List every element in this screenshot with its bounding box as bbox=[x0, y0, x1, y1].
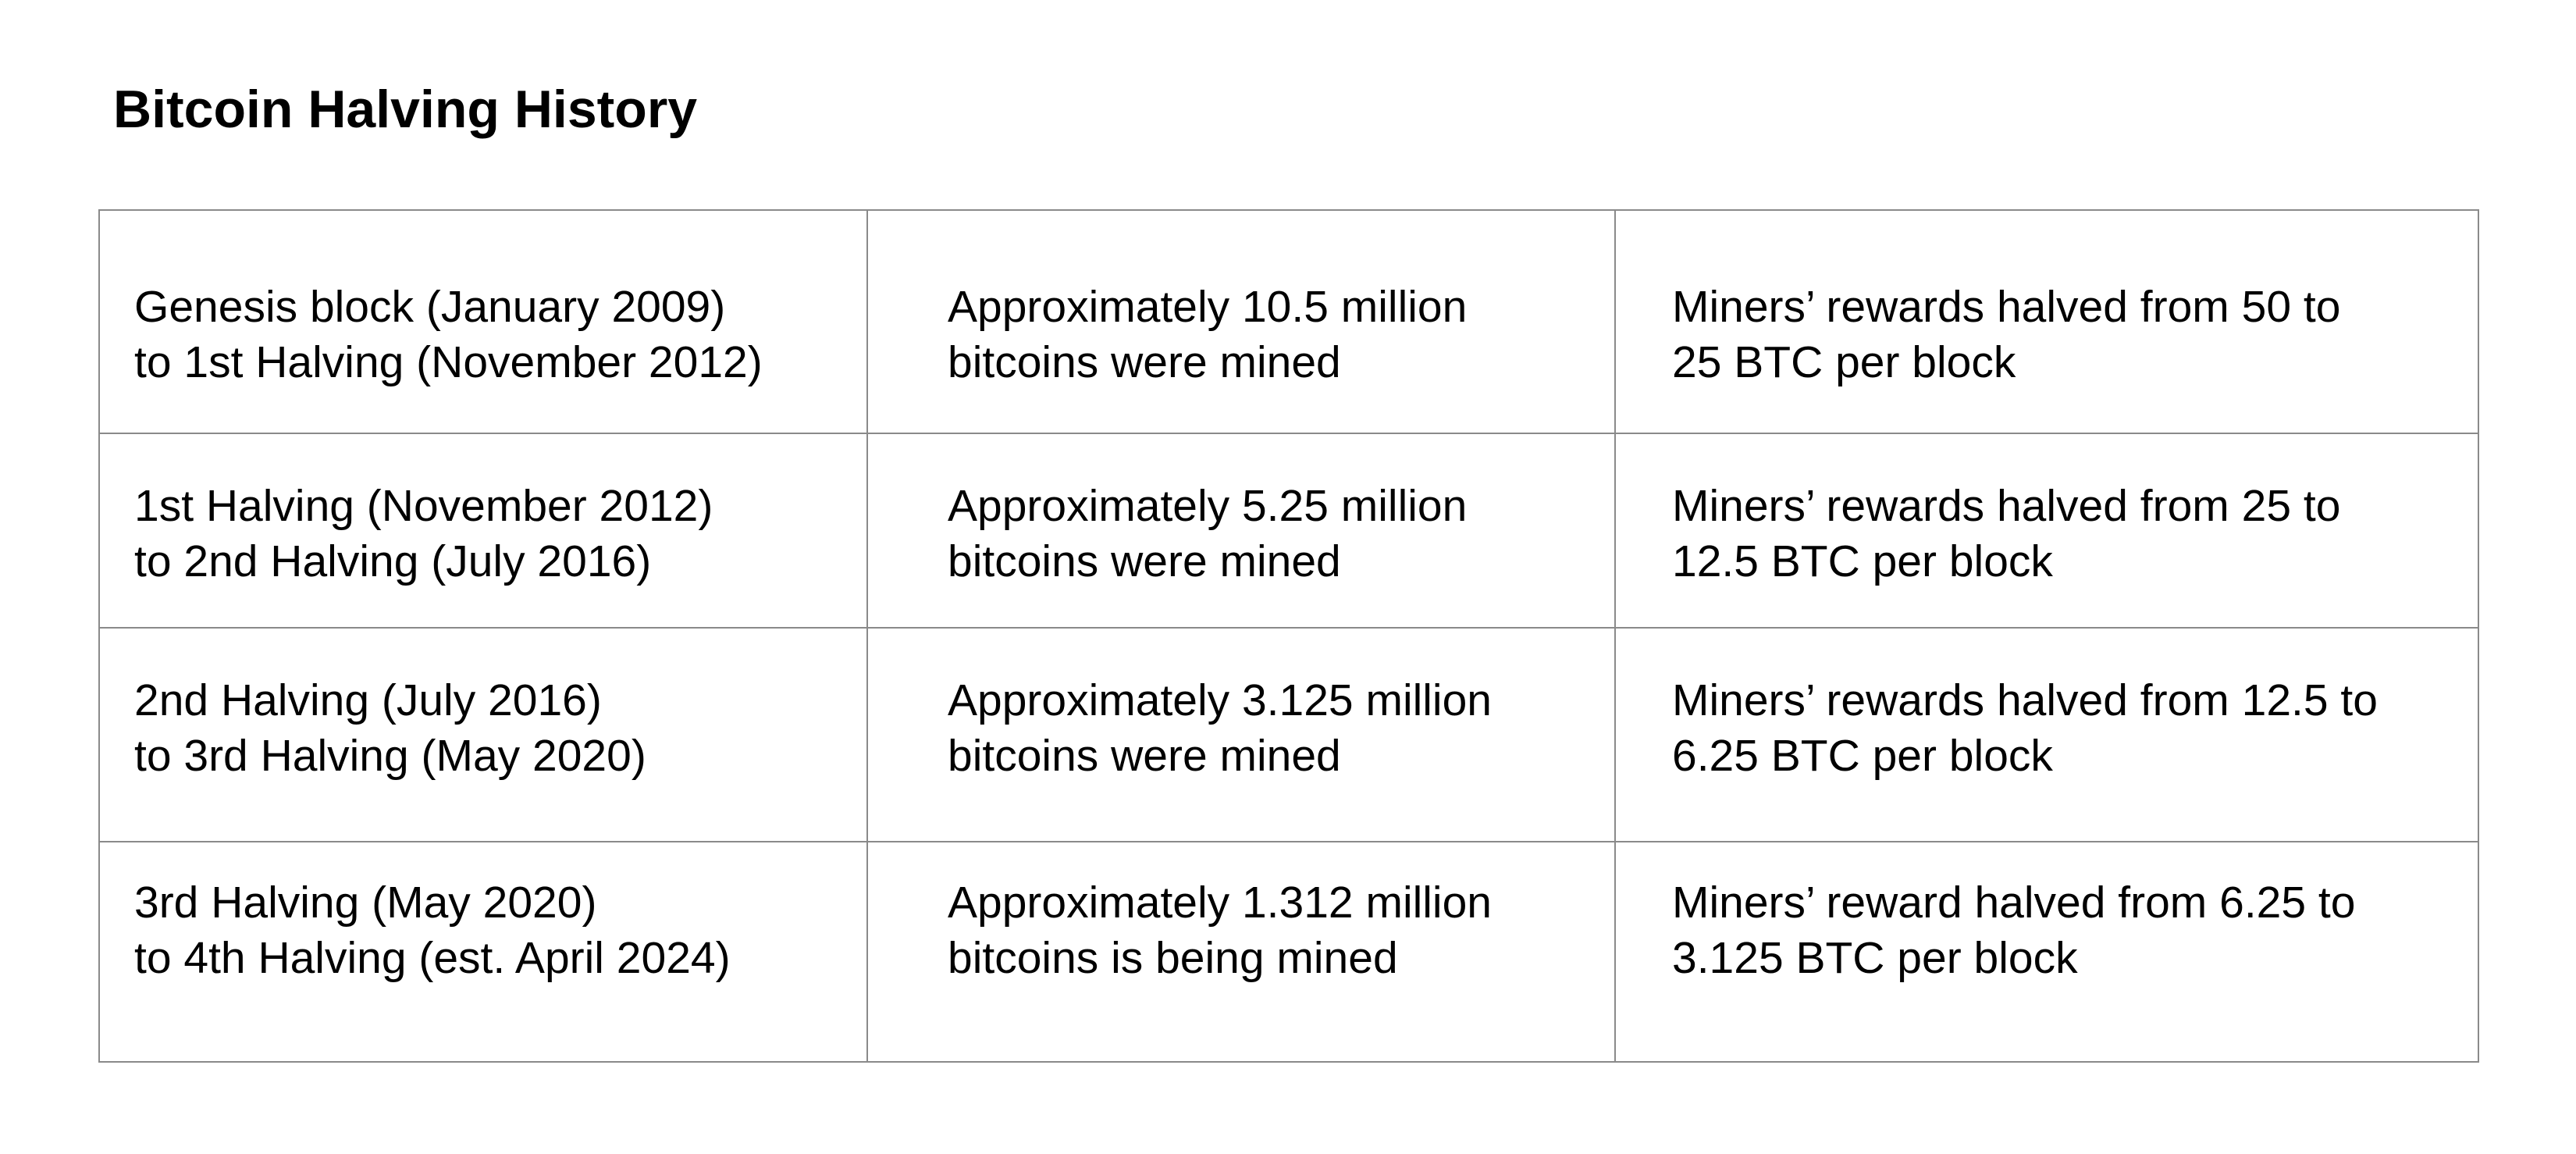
period-cell: 1st Halving (November 2012) to 2nd Halvi… bbox=[98, 433, 868, 629]
period-line: to 4th Halving (est. April 2024) bbox=[134, 933, 731, 983]
reward-line: 25 BTC per block bbox=[1672, 337, 2016, 387]
reward-line: 12.5 BTC per block bbox=[1672, 536, 2053, 586]
period-cell: 3rd Halving (May 2020) to 4th Halving (e… bbox=[98, 841, 868, 1063]
period-line: 3rd Halving (May 2020) bbox=[134, 878, 597, 928]
table-row: 3rd Halving (May 2020) to 4th Halving (e… bbox=[98, 841, 2479, 1063]
period-line: 2nd Halving (July 2016) bbox=[134, 675, 602, 725]
reward-line: Miners’ rewards halved from 50 to bbox=[1672, 282, 2341, 332]
mined-cell: Approximately 10.5 million bitcoins were… bbox=[866, 209, 1616, 434]
table-row: Genesis block (January 2009) to 1st Halv… bbox=[98, 209, 2479, 434]
period-line: to 3rd Halving (May 2020) bbox=[134, 731, 646, 781]
mined-line: Approximately 5.25 million bbox=[948, 481, 1468, 531]
mined-line: bitcoins were mined bbox=[948, 337, 1341, 387]
reward-line: 6.25 BTC per block bbox=[1672, 731, 2053, 781]
mined-line: Approximately 10.5 million bbox=[948, 282, 1468, 332]
mined-line: Approximately 1.312 million bbox=[948, 878, 1492, 928]
period-cell: Genesis block (January 2009) to 1st Halv… bbox=[98, 209, 868, 434]
period-cell: 2nd Halving (July 2016) to 3rd Halving (… bbox=[98, 627, 868, 842]
period-line: 1st Halving (November 2012) bbox=[134, 481, 713, 531]
reward-cell: Miners’ rewards halved from 50 to 25 BTC… bbox=[1614, 209, 2479, 434]
period-line: to 2nd Halving (July 2016) bbox=[134, 536, 652, 586]
mined-line: bitcoins were mined bbox=[948, 731, 1341, 781]
mined-cell: Approximately 1.312 million bitcoins is … bbox=[866, 841, 1616, 1063]
page-title: Bitcoin Halving History bbox=[113, 80, 698, 139]
halving-history-table: Genesis block (January 2009) to 1st Halv… bbox=[98, 209, 2479, 1063]
reward-cell: Miners’ rewards halved from 25 to 12.5 B… bbox=[1614, 433, 2479, 629]
mined-line: bitcoins were mined bbox=[948, 536, 1341, 586]
reward-cell: Miners’ rewards halved from 12.5 to 6.25… bbox=[1614, 627, 2479, 842]
reward-line: Miners’ rewards halved from 25 to bbox=[1672, 481, 2341, 531]
table-row: 2nd Halving (July 2016) to 3rd Halving (… bbox=[98, 627, 2479, 842]
table-row: 1st Halving (November 2012) to 2nd Halvi… bbox=[98, 433, 2479, 629]
reward-cell: Miners’ reward halved from 6.25 to 3.125… bbox=[1614, 841, 2479, 1063]
mined-cell: Approximately 3.125 million bitcoins wer… bbox=[866, 627, 1616, 842]
reward-line: 3.125 BTC per block bbox=[1672, 933, 2078, 983]
period-line: to 1st Halving (November 2012) bbox=[134, 337, 763, 387]
mined-line: Approximately 3.125 million bbox=[948, 675, 1492, 725]
reward-line: Miners’ reward halved from 6.25 to bbox=[1672, 878, 2356, 928]
period-line: Genesis block (January 2009) bbox=[134, 282, 726, 332]
mined-cell: Approximately 5.25 million bitcoins were… bbox=[866, 433, 1616, 629]
reward-line: Miners’ rewards halved from 12.5 to bbox=[1672, 675, 2378, 725]
mined-line: bitcoins is being mined bbox=[948, 933, 1398, 983]
